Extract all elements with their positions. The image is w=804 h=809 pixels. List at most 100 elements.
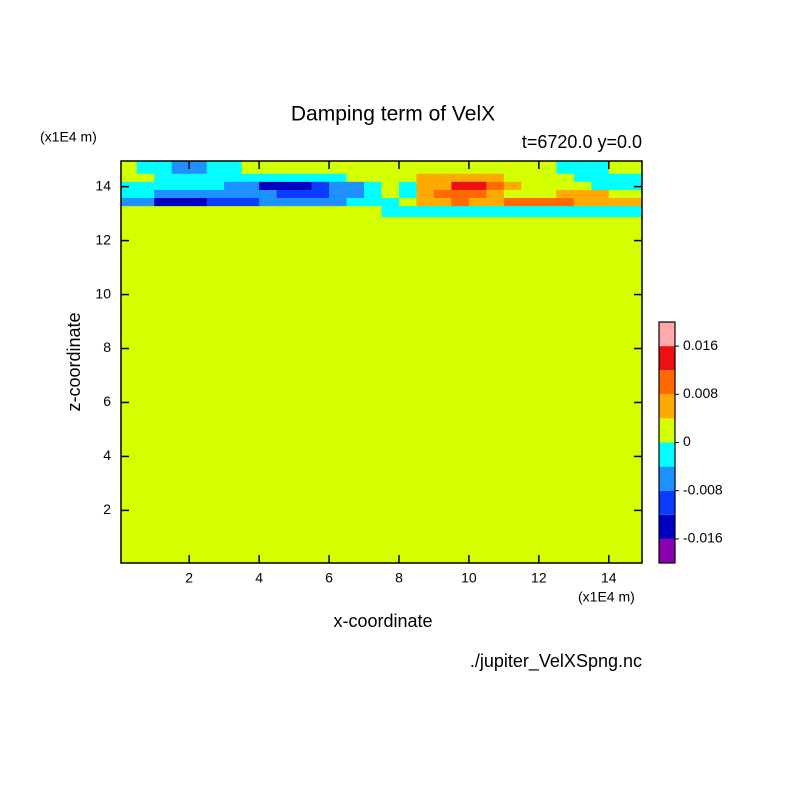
field-cell xyxy=(364,216,383,563)
field-cell xyxy=(468,205,487,217)
field-cell xyxy=(241,161,260,174)
field-cell xyxy=(451,173,470,182)
field-cell xyxy=(329,161,348,174)
field-cell xyxy=(521,197,540,207)
field-cell xyxy=(171,197,190,207)
field-cell xyxy=(503,173,522,182)
field-cell xyxy=(121,181,138,190)
x-tick-label: 8 xyxy=(395,570,403,586)
field-cell xyxy=(416,205,435,217)
field-cell xyxy=(591,173,610,182)
field-cell xyxy=(556,161,575,174)
axes: 2 4 6 8 10 12 14 2 4 6 8 10 12 14 -0.016 -0.008 0 0.008 0.… xyxy=(95,160,723,586)
field-cell xyxy=(521,173,540,182)
field-cell xyxy=(241,173,260,182)
y-tick-label: 10 xyxy=(95,285,111,301)
colorbar-bin xyxy=(659,370,675,395)
field-cell xyxy=(556,189,575,199)
y-tick-label: 4 xyxy=(103,447,111,463)
field-cell xyxy=(416,181,435,190)
field-cell xyxy=(136,197,155,207)
contour-field xyxy=(121,161,642,563)
field-cell xyxy=(224,216,243,563)
field-cell xyxy=(591,161,610,174)
field-cell xyxy=(556,216,575,563)
field-cell xyxy=(346,189,365,199)
field-cell xyxy=(503,205,522,217)
field-cell xyxy=(121,161,138,174)
field-cell xyxy=(573,197,592,207)
field-cell xyxy=(451,205,470,217)
colorbar-bin xyxy=(659,442,675,467)
field-cell xyxy=(329,189,348,199)
field-cell xyxy=(381,161,400,174)
field-cell xyxy=(241,205,260,217)
x-tick-label: 10 xyxy=(461,570,477,586)
source-file: ./jupiter_VelXSpng.nc xyxy=(470,651,642,672)
field-cell xyxy=(468,197,487,207)
field-cell xyxy=(259,216,278,563)
field-cell xyxy=(521,161,540,174)
field-cell xyxy=(381,197,400,207)
field-cell xyxy=(433,173,453,182)
field-cell xyxy=(573,216,592,563)
field-cell xyxy=(154,161,173,174)
field-cell xyxy=(206,216,225,563)
field-cell xyxy=(538,197,557,207)
field-cell xyxy=(381,216,400,563)
colorbar-bin xyxy=(659,394,675,419)
field-cell xyxy=(276,189,295,199)
field-cell xyxy=(136,205,155,217)
field-cell xyxy=(311,189,330,199)
field-cell xyxy=(626,189,642,199)
field-cell xyxy=(136,181,155,190)
field-cell xyxy=(398,173,418,182)
field-cell xyxy=(591,189,610,199)
field-cell xyxy=(416,189,435,199)
field-cell xyxy=(294,181,313,190)
field-cell xyxy=(608,216,627,563)
field-cell xyxy=(486,161,505,174)
field-cell xyxy=(364,205,383,217)
field-cell xyxy=(468,216,487,563)
field-cell xyxy=(206,181,225,190)
field-cell xyxy=(416,161,435,174)
y-tick-label: 14 xyxy=(95,177,111,193)
x-axis-label: x-coordinate xyxy=(333,611,432,631)
field-cell xyxy=(311,205,330,217)
field-cell xyxy=(468,161,487,174)
colorbar-bin xyxy=(659,418,675,443)
field-cell xyxy=(276,205,295,217)
field-cell xyxy=(503,181,522,190)
field-cell xyxy=(206,197,225,207)
field-cell xyxy=(538,216,557,563)
field-cell xyxy=(591,197,610,207)
field-cell xyxy=(398,181,418,190)
field-cell xyxy=(573,189,592,199)
field-cell xyxy=(136,161,155,174)
field-cell xyxy=(259,205,278,217)
field-cell xyxy=(276,181,295,190)
field-cell xyxy=(294,197,313,207)
field-cell xyxy=(311,181,330,190)
field-cell xyxy=(121,189,138,199)
field-cell xyxy=(294,161,313,174)
field-cell xyxy=(398,197,418,207)
field-cell xyxy=(538,161,557,174)
field-cell xyxy=(538,189,557,199)
field-cell xyxy=(329,205,348,217)
field-cell xyxy=(626,181,642,190)
field-cell xyxy=(259,189,278,199)
field-cell xyxy=(416,197,435,207)
field-cell xyxy=(189,189,208,199)
field-cell xyxy=(206,189,225,199)
field-cell xyxy=(433,216,453,563)
field-cell xyxy=(364,197,383,207)
field-cell xyxy=(346,216,365,563)
field-cell xyxy=(608,197,627,207)
field-cell xyxy=(398,216,418,563)
field-cell xyxy=(294,189,313,199)
field-cell xyxy=(626,161,642,174)
field-cell xyxy=(433,189,453,199)
y-tick-label: 12 xyxy=(95,231,111,247)
